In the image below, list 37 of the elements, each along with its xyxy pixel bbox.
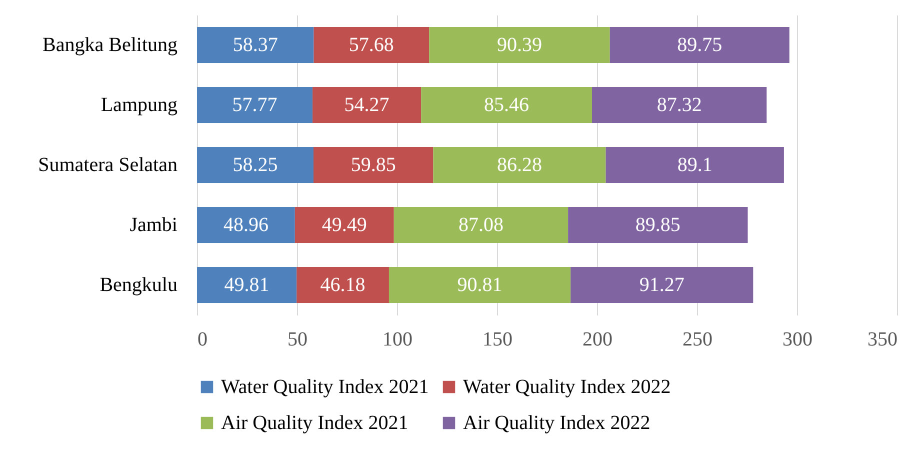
x-tick-label: 200 — [582, 328, 612, 350]
data-label: 49.49 — [322, 214, 367, 236]
y-tick-label: Jambi — [130, 214, 178, 236]
data-label: 91.27 — [639, 274, 684, 296]
data-label: 89.1 — [677, 154, 712, 176]
data-label: 48.96 — [223, 214, 268, 236]
legend-label: Water Quality Index 2022 — [463, 376, 671, 398]
data-label: 89.85 — [635, 214, 680, 236]
data-label: 90.81 — [457, 274, 502, 296]
x-tick-label: 250 — [682, 328, 712, 350]
data-label: 85.46 — [484, 94, 530, 116]
x-tick-label: 150 — [482, 328, 512, 350]
data-label: 49.81 — [224, 274, 270, 296]
legend-label: Air Quality Index 2021 — [221, 412, 408, 434]
data-label: 89.75 — [677, 34, 722, 56]
data-label: 57.77 — [232, 94, 278, 116]
y-tick-label: Lampung — [100, 94, 178, 116]
legend-label: Water Quality Index 2021 — [221, 376, 429, 398]
data-label: 59.85 — [350, 154, 396, 176]
y-tick-label: Sumatera Selatan — [38, 154, 178, 176]
legend-label: Air Quality Index 2022 — [463, 412, 650, 434]
x-tick-label: 0 — [198, 328, 208, 350]
data-label: 86.28 — [496, 154, 542, 176]
y-tick-label: Bangka Belitung — [42, 34, 178, 56]
x-tick-label: 350 — [868, 328, 898, 350]
data-label: 90.39 — [496, 34, 542, 56]
x-tick-label: 50 — [288, 328, 308, 350]
y-tick-label: Bengkulu — [100, 274, 178, 296]
data-label: 58.37 — [232, 34, 278, 56]
data-label: 57.68 — [348, 34, 394, 56]
data-label: 87.32 — [656, 94, 702, 116]
x-tick-label: 100 — [382, 328, 412, 350]
data-label: 87.08 — [458, 214, 504, 236]
data-label: 46.18 — [320, 274, 366, 296]
data-label: 58.25 — [232, 154, 278, 176]
data-label: 54.27 — [344, 94, 390, 116]
x-tick-label: 300 — [782, 328, 812, 350]
